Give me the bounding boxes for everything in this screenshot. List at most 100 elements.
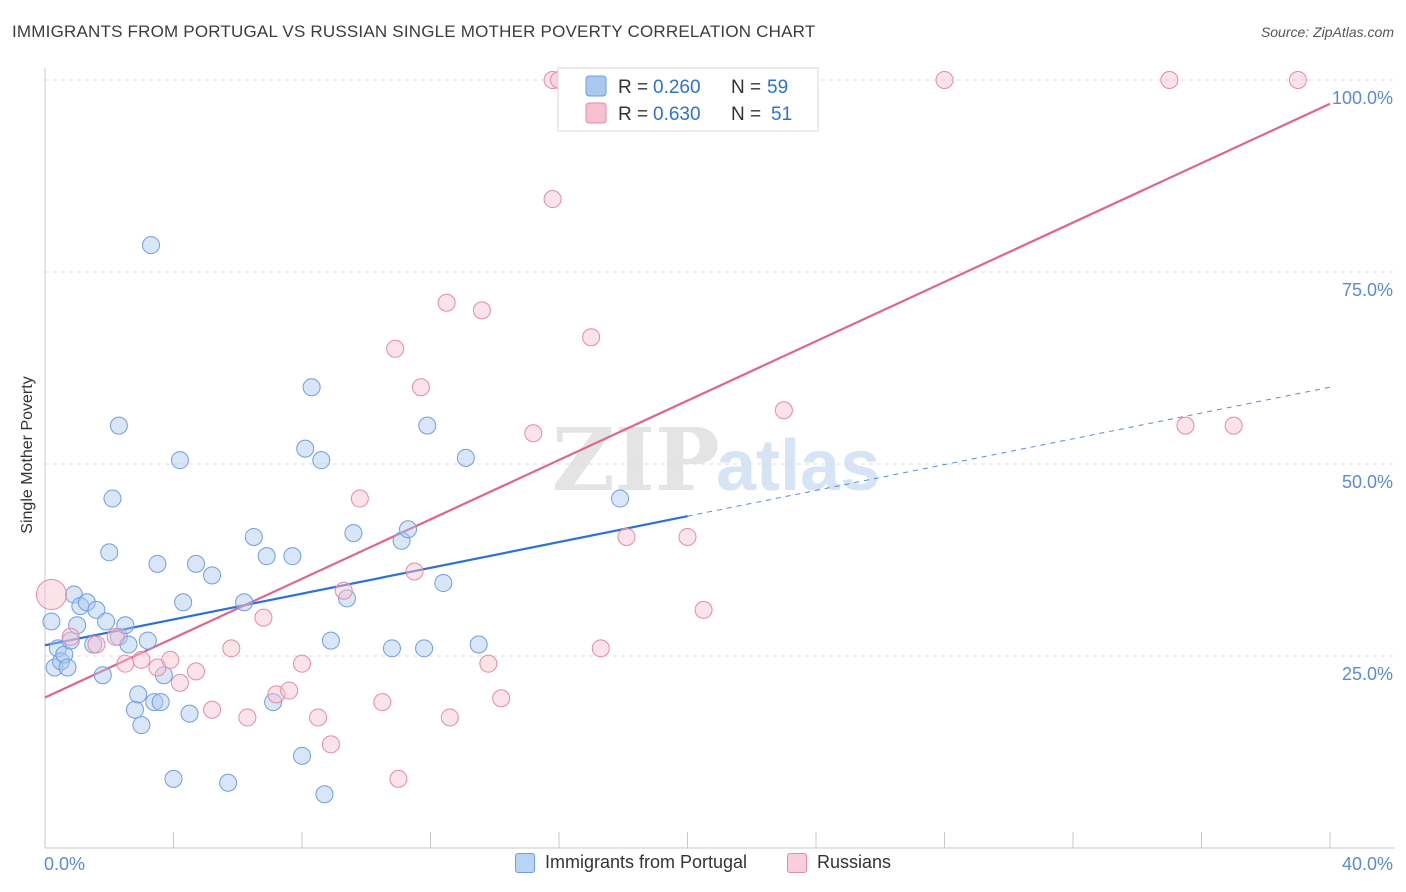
point-russians: [280, 681, 299, 700]
y-tick-label: 75.0%: [1342, 280, 1393, 300]
legend-r-label-portugal: R =: [618, 77, 648, 98]
point-russians: [170, 673, 189, 692]
legend-r-value-russians: 0.630: [653, 104, 701, 125]
point-russians: [334, 581, 353, 600]
point-russians: [472, 301, 491, 320]
bottom-legend-swatch-russians: [787, 852, 808, 873]
chart-title: IMMIGRANTS FROM PORTUGAL VS RUSSIAN SING…: [12, 22, 816, 41]
point-russians: [591, 639, 610, 658]
legend-n-value-russians: 51: [771, 104, 792, 125]
legend-n-label-russians: N =: [731, 104, 761, 125]
point-portugal: [315, 785, 334, 804]
point-portugal: [174, 593, 193, 612]
x-tick-labels: 0.0% 40.0%: [44, 854, 1393, 874]
point-russians: [309, 708, 328, 727]
point-russians: [1224, 416, 1243, 435]
point-portugal: [93, 666, 112, 685]
point-portugal: [129, 685, 148, 704]
point-portugal: [68, 616, 87, 635]
point-portugal: [77, 593, 96, 612]
point-russians: [293, 654, 311, 673]
point-portugal: [302, 378, 321, 397]
watermark-zip: ZIP: [552, 410, 720, 511]
watermark-atlas: atlas: [716, 426, 880, 506]
point-russians: [440, 708, 459, 727]
point-russians: [405, 562, 424, 581]
point-russians: [774, 401, 793, 420]
point-portugal: [219, 773, 238, 792]
stats-legend: R = 0.260 N = 59 R = 0.630 N = 51: [557, 67, 819, 132]
point-portugal: [244, 527, 263, 546]
legend-swatch-portugal: [585, 75, 607, 97]
x-tick-label: 40.0%: [1342, 854, 1393, 874]
legend-r-label-russians: R =: [618, 104, 648, 125]
x-tick-label: 0.0%: [44, 854, 85, 874]
point-russians: [116, 654, 135, 673]
point-russians: [1176, 416, 1195, 435]
point-portugal: [142, 236, 161, 255]
point-portugal: [293, 746, 311, 765]
point-russians: [678, 527, 697, 546]
point-russians: [492, 689, 511, 708]
point-russians: [437, 293, 456, 312]
bottom-legend-item-russians: Russians: [787, 852, 891, 873]
point-portugal: [235, 593, 254, 612]
point-russians: [106, 627, 125, 646]
point-portugal: [257, 547, 276, 566]
point-russians: [479, 654, 498, 673]
bottom-legend-label-portugal: Immigrants from Portugal: [544, 852, 748, 872]
point-portugal: [42, 612, 61, 631]
bottom-legend-swatch-portugal: [514, 852, 535, 873]
point-russians: [35, 579, 67, 611]
point-portugal: [469, 635, 488, 654]
point-russians: [1288, 71, 1307, 89]
legend-swatch-russians: [585, 102, 607, 124]
points-layer: [35, 71, 1307, 804]
point-portugal: [283, 547, 302, 566]
point-russians: [582, 328, 601, 347]
point-portugal: [321, 631, 340, 650]
point-portugal: [399, 520, 418, 539]
point-russians: [254, 608, 273, 627]
point-russians: [87, 635, 106, 654]
point-russians: [61, 627, 80, 646]
point-portugal: [296, 439, 315, 458]
point-russians: [389, 769, 408, 788]
point-portugal: [180, 704, 199, 723]
point-russians: [694, 600, 713, 619]
point-russians: [543, 190, 562, 209]
legend-r-value-portugal: 0.260: [653, 77, 701, 98]
point-portugal: [154, 666, 173, 685]
point-portugal: [87, 600, 106, 619]
point-portugal: [382, 639, 401, 658]
point-russians: [161, 650, 180, 669]
point-portugal: [611, 489, 630, 508]
point-portugal: [418, 416, 437, 435]
point-portugal: [434, 574, 453, 593]
point-portugal: [186, 554, 205, 573]
bottom-legend-item-portugal: Immigrants from Portugal: [514, 852, 748, 873]
point-portugal: [344, 524, 363, 543]
legend-n-label-portugal: N =: [731, 77, 761, 98]
y-tick-label: 25.0%: [1342, 664, 1393, 684]
y-tick-label: 100.0%: [1332, 88, 1393, 108]
bottom-legend-label-russians: Russians: [817, 852, 892, 872]
point-portugal: [148, 554, 167, 573]
point-portugal: [103, 489, 122, 508]
point-portugal: [61, 631, 80, 650]
y-tick-label: 50.0%: [1342, 472, 1393, 492]
axes-layer: [44, 68, 1395, 849]
point-russians: [203, 700, 222, 719]
point-russians: [186, 662, 205, 681]
chart-source: Source: ZipAtlas.com: [1260, 24, 1394, 40]
watermark: ZIP atlas: [552, 410, 880, 511]
point-russians: [350, 489, 369, 508]
point-portugal: [151, 693, 170, 712]
point-portugal: [132, 716, 151, 735]
point-portugal: [58, 658, 77, 677]
point-russians: [132, 650, 151, 669]
y-tick-labels: 25.0% 50.0% 75.0% 100.0%: [1332, 88, 1393, 684]
bottom-legend: Immigrants from Portugal Russians: [0, 852, 1406, 873]
point-portugal: [170, 451, 189, 470]
point-portugal: [100, 543, 119, 562]
